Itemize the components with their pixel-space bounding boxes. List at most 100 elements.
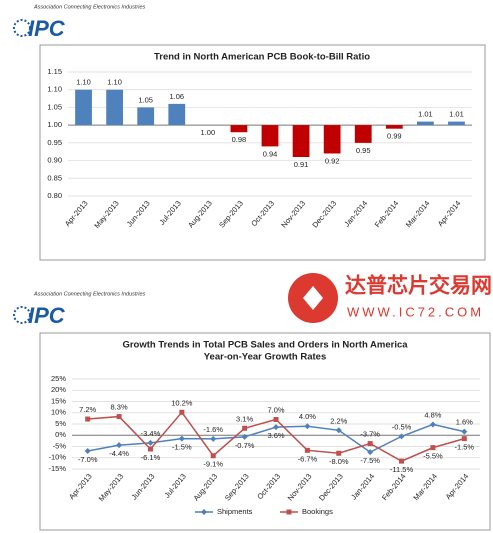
y-tick-label: -15%: [48, 464, 66, 473]
logo-name: IPC: [28, 16, 66, 41]
marker: [398, 433, 405, 440]
value-label: -1.5%: [455, 443, 475, 452]
y-tick-label: 1.10: [47, 85, 62, 94]
legend-marker: [201, 509, 207, 515]
value-label: 1.10: [107, 78, 122, 87]
marker: [210, 435, 217, 442]
value-label: -11.5%: [390, 465, 414, 474]
marker: [210, 453, 216, 459]
marker: [336, 450, 342, 456]
marker: [461, 428, 468, 435]
y-tick-label: 25%: [51, 374, 66, 383]
value-label: 3.6%: [267, 431, 284, 440]
watermark-url: WWW.IC72.COM: [347, 304, 484, 319]
bar: [75, 89, 92, 126]
bar: [261, 125, 279, 147]
legend-label: Bookings: [302, 507, 333, 516]
bar: [448, 121, 465, 126]
marker: [273, 417, 279, 422]
chart-title: Trend in North American PCB Book-to-Bill…: [154, 52, 370, 63]
marker: [179, 409, 185, 415]
logo-name: IPC: [28, 303, 66, 328]
value-label: 0.95: [356, 146, 371, 155]
marker: [116, 414, 122, 420]
marker: [147, 446, 153, 452]
bar: [230, 125, 248, 133]
value-label: -3.4%: [141, 429, 161, 438]
y-tick-label: 0.80: [47, 191, 62, 200]
value-label: 1.01: [418, 110, 433, 119]
watermark-name: 达普芯片交易网: [345, 274, 492, 298]
logo-tagline: Association Connecting Electronics Indus…: [33, 291, 146, 297]
value-label: -6.1%: [141, 453, 161, 462]
value-label: 7.0%: [267, 405, 284, 414]
y-tick-label: -5%: [53, 441, 67, 450]
y-tick-label: 1.05: [47, 102, 62, 111]
legend-marker: [286, 509, 292, 515]
value-label: -1.6%: [203, 425, 223, 434]
value-label: 0.91: [294, 160, 309, 169]
bar: [385, 125, 403, 129]
bar: [106, 89, 124, 126]
y-tick-label: -10%: [48, 453, 66, 462]
watermark-logo-mark: [303, 286, 323, 310]
marker: [367, 449, 374, 456]
y-tick-label: 0.90: [47, 156, 62, 165]
logo: Association Connecting Electronics Indus…: [13, 4, 146, 41]
value-label: 1.6%: [456, 418, 473, 427]
value-label: 4.0%: [299, 412, 316, 421]
value-label: 1.00: [201, 128, 216, 137]
y-tick-label: 20%: [51, 385, 66, 394]
value-label: 0.94: [263, 149, 278, 158]
logo-tagline: Association Connecting Electronics Indus…: [33, 4, 146, 10]
value-label: -1.5%: [172, 443, 192, 452]
value-label: 0.98: [232, 135, 247, 144]
value-label: 1.01: [449, 110, 464, 119]
bar: [354, 125, 372, 143]
value-label: -4.4%: [109, 449, 129, 458]
chart-frame: [39, 44, 486, 261]
marker: [304, 447, 310, 453]
bar: [168, 103, 186, 126]
y-tick-label: 10%: [51, 408, 66, 417]
value-label: 3.1%: [236, 414, 253, 423]
value-label: 8.3%: [111, 403, 128, 412]
value-label: 1.05: [138, 95, 153, 104]
value-label: -5.5%: [423, 452, 443, 461]
value-label: -7.0%: [78, 455, 98, 464]
value-label: 7.2%: [79, 405, 96, 414]
y-tick-label: 15%: [51, 396, 66, 405]
marker: [242, 425, 248, 431]
marker: [84, 448, 91, 454]
marker: [429, 421, 436, 428]
marker: [178, 435, 185, 442]
watermark: 达普芯片交易网 WWW.IC72.COM: [288, 273, 492, 323]
value-label: -8.0%: [329, 457, 349, 466]
y-tick-label: 1.15: [47, 67, 62, 76]
marker: [335, 427, 342, 434]
value-label: -3.7%: [360, 430, 380, 439]
value-label: 1.10: [76, 78, 91, 87]
value-label: -6.7%: [298, 454, 318, 463]
logo: Association Connecting Electronics Indus…: [13, 291, 146, 328]
bar: [323, 125, 341, 154]
marker: [85, 416, 91, 422]
marker: [367, 441, 373, 447]
value-label: -9.1%: [203, 460, 223, 469]
value-label: 0.92: [325, 156, 340, 165]
y-tick-label: 5%: [55, 419, 66, 428]
chart-frame: [39, 332, 491, 531]
legend-label: Shipments: [217, 507, 253, 516]
bar: [292, 125, 310, 158]
y-tick-label: 1.00: [47, 120, 62, 129]
value-label: -0.5%: [392, 422, 412, 431]
chart-subtitle: Year-on-Year Growth Rates: [204, 352, 326, 363]
y-tick-label: 0.85: [47, 173, 62, 182]
marker: [304, 423, 311, 430]
marker: [241, 433, 248, 440]
marker: [399, 458, 405, 464]
marker: [430, 445, 436, 451]
marker: [116, 442, 123, 449]
bar: [137, 107, 155, 126]
